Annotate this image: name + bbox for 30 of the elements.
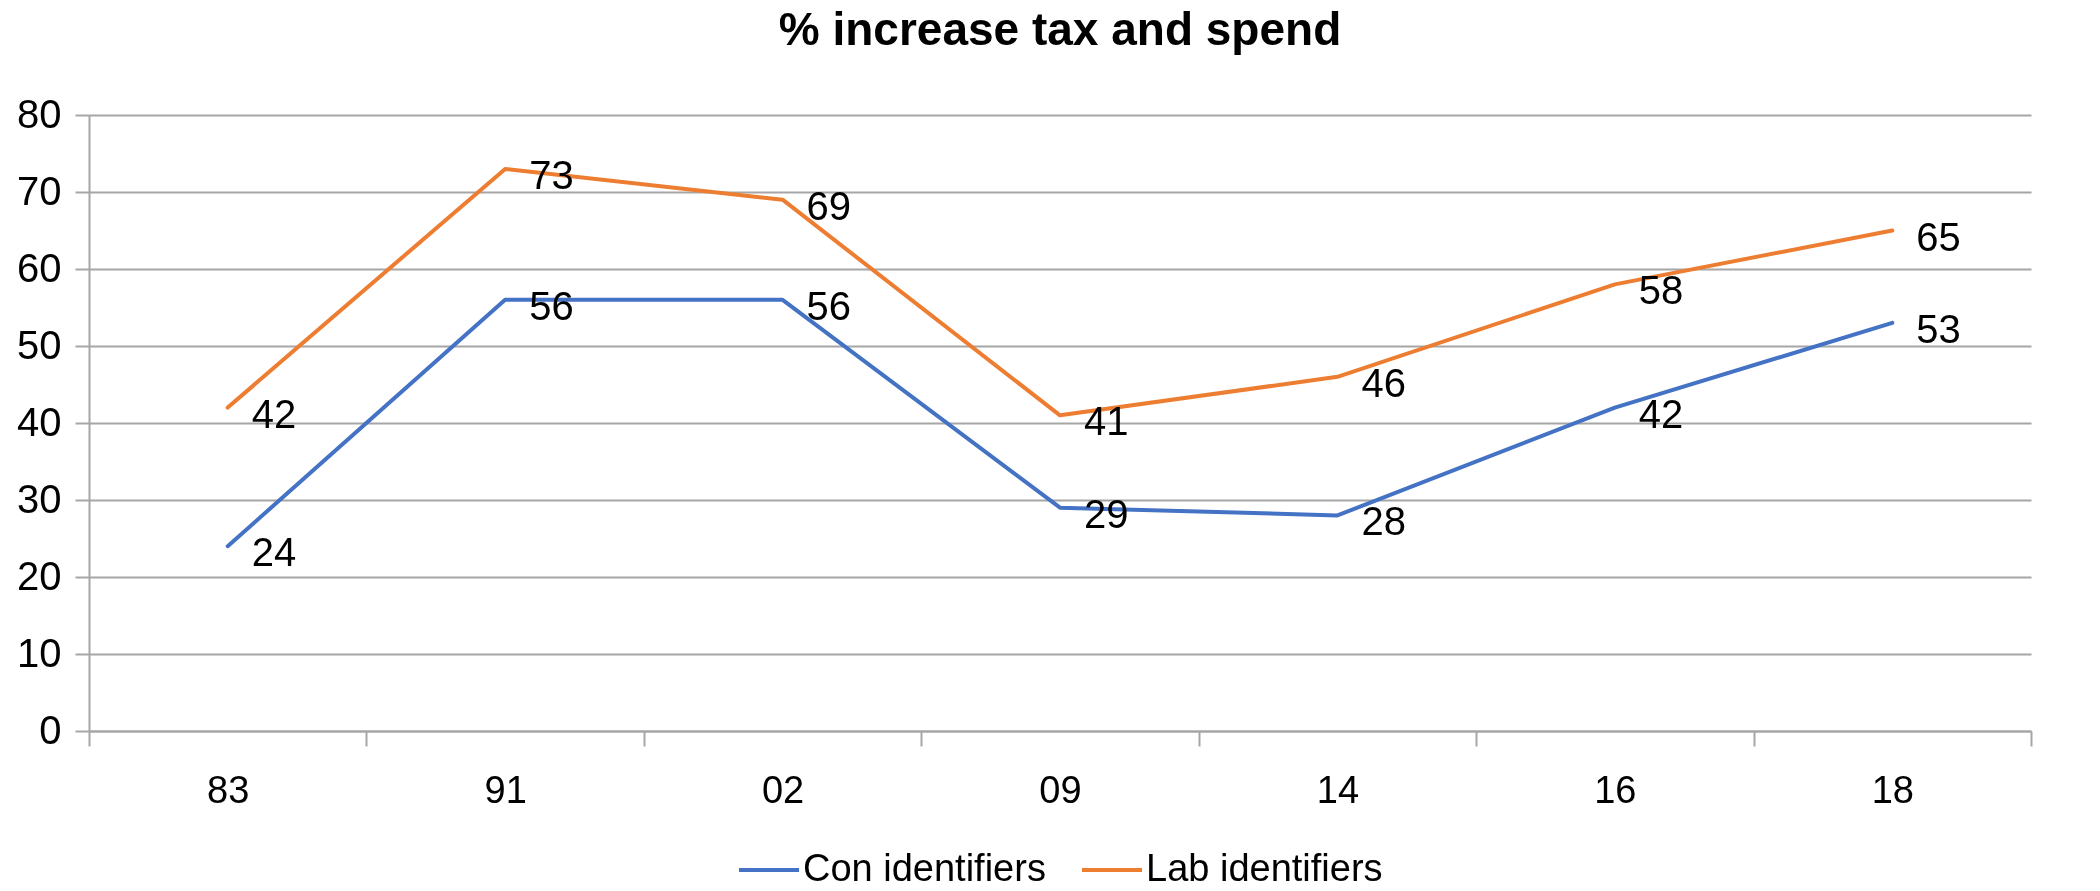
data-label: 69 (806, 183, 852, 228)
data-label: 46 (1361, 360, 1406, 405)
data-label: 65 (1916, 214, 1961, 259)
x-tick-label: 02 (761, 768, 805, 811)
y-tick-label: 30 (17, 476, 62, 521)
y-tick-label: 50 (17, 322, 62, 367)
y-tick-label: 60 (17, 245, 62, 290)
x-tick-label: 14 (1316, 768, 1360, 811)
y-tick-label: 0 (39, 707, 62, 752)
data-label: 28 (1361, 499, 1406, 544)
y-tick-label: 20 (17, 553, 62, 598)
data-label: 41 (1084, 399, 1129, 444)
data-label: 58 (1638, 268, 1684, 313)
data-label: 42 (1638, 391, 1684, 436)
x-tick-label: 91 (484, 768, 527, 811)
data-label: 42 (251, 391, 297, 436)
y-tick-label: 10 (17, 630, 62, 675)
legend-label: Lab identifiers (1146, 847, 1383, 889)
y-tick-label: 40 (17, 399, 62, 444)
x-tick-label: 18 (1871, 768, 1914, 811)
data-label: 24 (251, 530, 297, 575)
y-tick-label: 70 (17, 168, 62, 213)
y-tick-label: 80 (17, 91, 62, 136)
data-label: 53 (1916, 306, 1961, 351)
x-tick-label: 09 (1039, 768, 1082, 811)
legend-label: Con identifiers (803, 847, 1046, 889)
x-tick-label: 83 (207, 768, 250, 811)
x-tick-label: 16 (1594, 768, 1637, 811)
data-label: 56 (806, 283, 852, 328)
chart-title: % increase tax and spend (778, 3, 1342, 55)
